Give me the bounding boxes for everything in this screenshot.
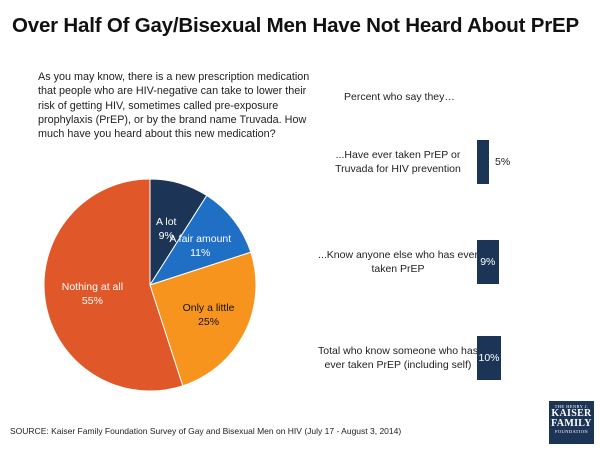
bar-value-label: 5% (495, 156, 511, 168)
pie-label-name: Only a little (182, 301, 235, 314)
logo-line-3: FAMILY (551, 418, 592, 429)
pie-slice-nothing-at-all (43, 178, 184, 392)
pie-label-name: A lot (156, 215, 177, 228)
bar-category-label: ...Know anyone else who has ever taken P… (318, 248, 478, 275)
bar (477, 240, 499, 284)
survey-question: As you may know, there is a new prescrip… (38, 71, 310, 141)
logo-line-4: FOUNDATION (555, 429, 588, 434)
bar-category-label: ...Have ever taken PrEP or Truvada for H… (335, 148, 461, 175)
pie-label-value: 9% (158, 230, 174, 242)
pie-label-a-fair-amount: A fair amount 11% (165, 232, 235, 260)
pie-label-only-a-little: Only a little 25% (174, 301, 244, 329)
pie-label-value: 25% (198, 315, 220, 328)
logo-line-1: THE HENRY J. (554, 404, 589, 409)
logo-line-2: KAISER (551, 408, 592, 419)
pie-label-name: A fair amount (169, 232, 232, 245)
pie-label-value: 55% (81, 295, 103, 308)
bar-category-label: Total who know someone who has ever take… (318, 344, 478, 371)
bar-value-label: 10% (478, 352, 500, 364)
chart-title: Over Half Of Gay/Bisexual Men Have Not H… (12, 14, 579, 37)
pie-slice-only-a-little (149, 251, 257, 387)
bar (477, 140, 489, 184)
pie-label-value: 11% (190, 247, 211, 260)
source-note: SOURCE: Kaiser Family Foundation Survey … (10, 426, 402, 436)
kff-logo: THE HENRY J. KAISER FAMILY FOUNDATION (549, 401, 594, 444)
pie-label-nothing-at-all: Nothing at all 55% (57, 280, 127, 308)
pie-label-a-lot: A lot 9% (136, 215, 196, 243)
bar-value-label: 9% (480, 256, 496, 268)
bar (477, 336, 501, 380)
bar-chart-title: Percent who say they… (344, 91, 455, 103)
pie-slice-a-fair-amount (148, 194, 252, 286)
pie-label-name: Nothing at all (61, 280, 124, 293)
